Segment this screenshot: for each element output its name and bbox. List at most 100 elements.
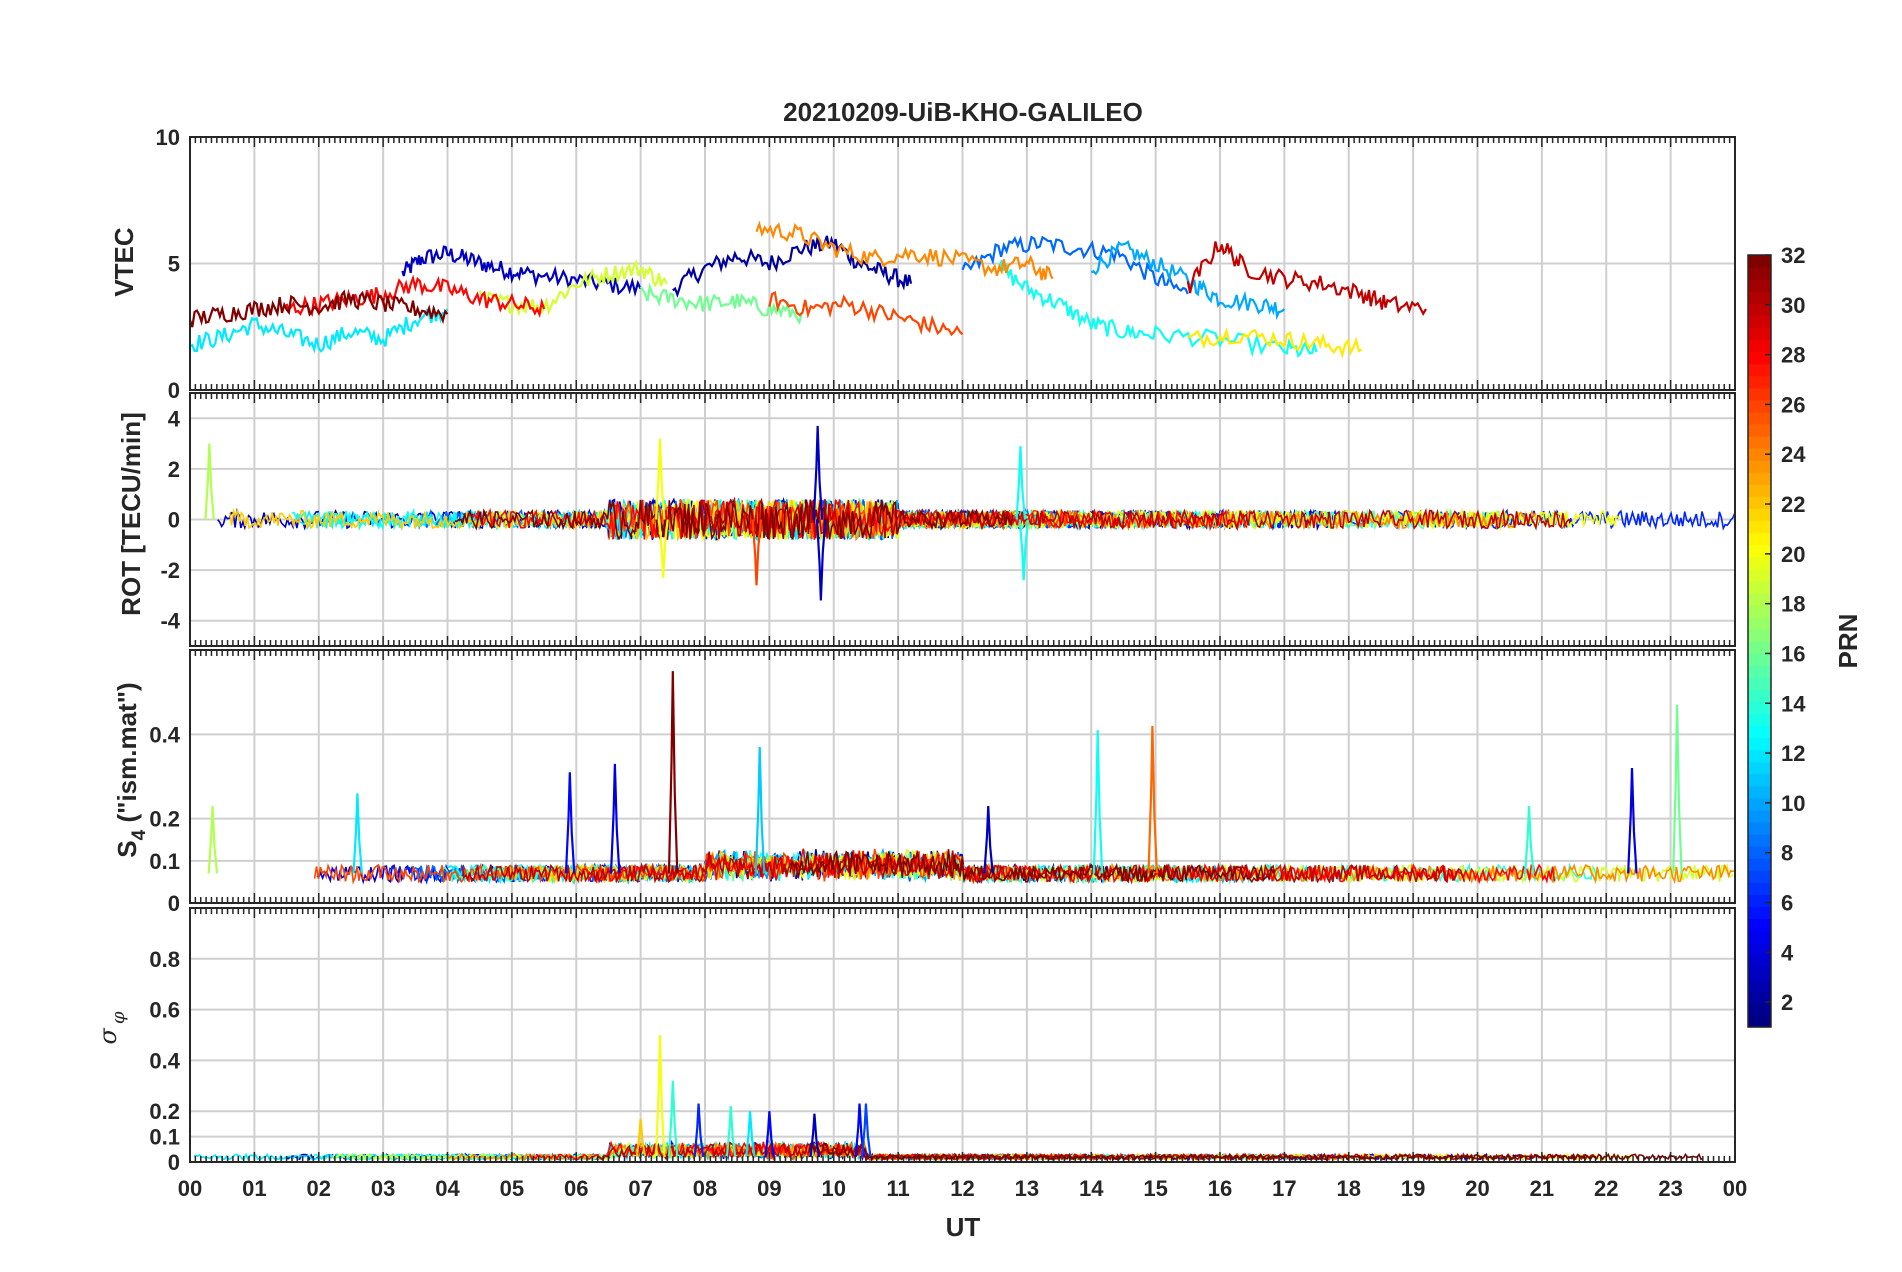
- colorbar-step: [1748, 954, 1771, 968]
- colorbar-tick-label: 8: [1781, 841, 1793, 866]
- colorbar-step: [1748, 821, 1771, 835]
- colorbar-step: [1748, 1002, 1771, 1016]
- series-line-prn-2: [672, 235, 913, 298]
- spike-prn-32: [667, 671, 679, 874]
- x-tick-label: 07: [628, 1176, 652, 1201]
- figure-title: 20210209-UiB-KHO-GALILEO: [783, 97, 1143, 127]
- colorbar-step: [1748, 689, 1771, 702]
- colorbar-tick-label: 2: [1781, 990, 1793, 1015]
- x-tick-label: 14: [1079, 1176, 1104, 1201]
- colorbar-tick-label: 4: [1781, 940, 1794, 965]
- x-tick-label: 15: [1143, 1176, 1167, 1201]
- colorbar-step: [1748, 894, 1771, 907]
- series-line-prn-24: [820, 850, 1735, 885]
- series-line-prn-8: [961, 235, 1189, 295]
- panel-rot: -4 -2 0 2 4 ROT [TECU/min]: [116, 392, 1736, 647]
- colorbar-tick-label: 24: [1781, 442, 1806, 467]
- colorbar-tick-label: 18: [1781, 592, 1805, 617]
- colorbar-step: [1748, 592, 1771, 606]
- series-line-prn-19: [478, 259, 668, 317]
- colorbar-step: [1748, 327, 1771, 341]
- vtec-series: [190, 220, 1427, 359]
- colorbar-step: [1748, 255, 1771, 268]
- panel-vtec: 0 5 10 VTEC: [109, 125, 1736, 403]
- spike-prn-3: [809, 1113, 821, 1158]
- spike-prn-7: [860, 1103, 872, 1158]
- colorbar-tick-label: 14: [1781, 691, 1806, 716]
- x-tick-label: 22: [1594, 1176, 1618, 1201]
- colorbar-step: [1748, 882, 1771, 895]
- spike-prn-13: [1018, 519, 1030, 581]
- colorbar-step: [1748, 918, 1771, 932]
- colorbar-gradient: [1748, 255, 1771, 1028]
- y-tick-label: 0.6: [149, 998, 180, 1023]
- spike-prn-4: [1627, 768, 1638, 874]
- series-line-prn-28: [285, 274, 546, 319]
- x-tick-label: 10: [822, 1176, 846, 1201]
- spike-prn-12: [745, 1111, 756, 1158]
- series-line-prn-24: [830, 500, 1537, 542]
- x-tick-labels: 00 01 02 03 04 05 06 07 08 09 10 11 12 13 14 15 16 17 18 19…: [178, 1176, 1747, 1201]
- colorbar-step: [1748, 568, 1771, 582]
- rot-y-label: ROT [TECU/min]: [116, 412, 146, 616]
- spike-prn-3: [983, 805, 994, 874]
- colorbar-step: [1748, 725, 1771, 739]
- colorbar-step: [1748, 532, 1771, 546]
- colorbar-step: [1748, 460, 1771, 473]
- colorbar-step: [1748, 870, 1771, 883]
- x-tick-label: 21: [1530, 1176, 1554, 1201]
- colorbar-step: [1748, 761, 1771, 775]
- x-tick-label: 08: [693, 1176, 717, 1201]
- colorbar-step: [1748, 653, 1771, 666]
- vtec-y-label: VTEC: [109, 227, 139, 297]
- spike-prn-11: [754, 746, 766, 874]
- spike-prn-25: [1147, 725, 1159, 874]
- series-line-prn-24: [755, 220, 1054, 281]
- vtec-frame: [189, 136, 1736, 391]
- x-tick-label: 05: [500, 1176, 524, 1201]
- colorbar-step: [1748, 387, 1771, 401]
- spike-prn-13: [1015, 446, 1027, 520]
- colorbar-step: [1748, 1014, 1771, 1028]
- colorbar-label: PRN: [1833, 614, 1863, 669]
- y-tick-label: 0: [168, 1150, 180, 1175]
- y-tick-label: 0: [168, 891, 180, 916]
- colorbar-step: [1748, 737, 1771, 751]
- colorbar-step: [1748, 435, 1771, 449]
- spike-prn-3: [815, 519, 827, 601]
- colorbar-step: [1748, 580, 1771, 594]
- x-tick-label: 18: [1337, 1176, 1361, 1201]
- colorbar-step: [1748, 713, 1771, 727]
- colorbar-step: [1748, 966, 1771, 980]
- colorbar-step: [1748, 846, 1771, 859]
- s4-y-ticks: 0 0.1 0.2 0.4: [149, 722, 180, 916]
- colorbar-step: [1748, 315, 1771, 328]
- y-tick-label: 0.8: [149, 947, 180, 972]
- rot-y-ticks: -4 -2 0 2 4: [160, 406, 180, 633]
- series-line-prn-12: [190, 307, 449, 354]
- x-tick-label: 09: [757, 1176, 781, 1201]
- spike-prn-6: [693, 1103, 705, 1158]
- vtec-y-ticks: 0 5 10: [156, 125, 180, 403]
- colorbar-step: [1748, 604, 1771, 618]
- x-tick-label: 23: [1658, 1176, 1682, 1201]
- spike-prn-4: [609, 763, 621, 874]
- spike-prn-14: [667, 1080, 679, 1158]
- series-line-prn-32: [789, 849, 1276, 884]
- series-line-prn-30: [673, 496, 1572, 540]
- spike-prn-5: [564, 772, 576, 874]
- colorbar-step: [1748, 785, 1771, 799]
- colorbar-step: [1748, 303, 1771, 316]
- colorbar-step: [1748, 520, 1771, 534]
- colorbar-step: [1748, 339, 1771, 353]
- colorbar-step: [1748, 267, 1771, 280]
- spike-prn-20: [654, 1034, 666, 1157]
- rot-series: [204, 425, 1735, 601]
- spike-prn-13: [1092, 730, 1104, 874]
- colorbar-step: [1748, 291, 1771, 304]
- y-tick-label: 0.2: [149, 1099, 180, 1124]
- y-tick-label: 0.4: [149, 1048, 180, 1073]
